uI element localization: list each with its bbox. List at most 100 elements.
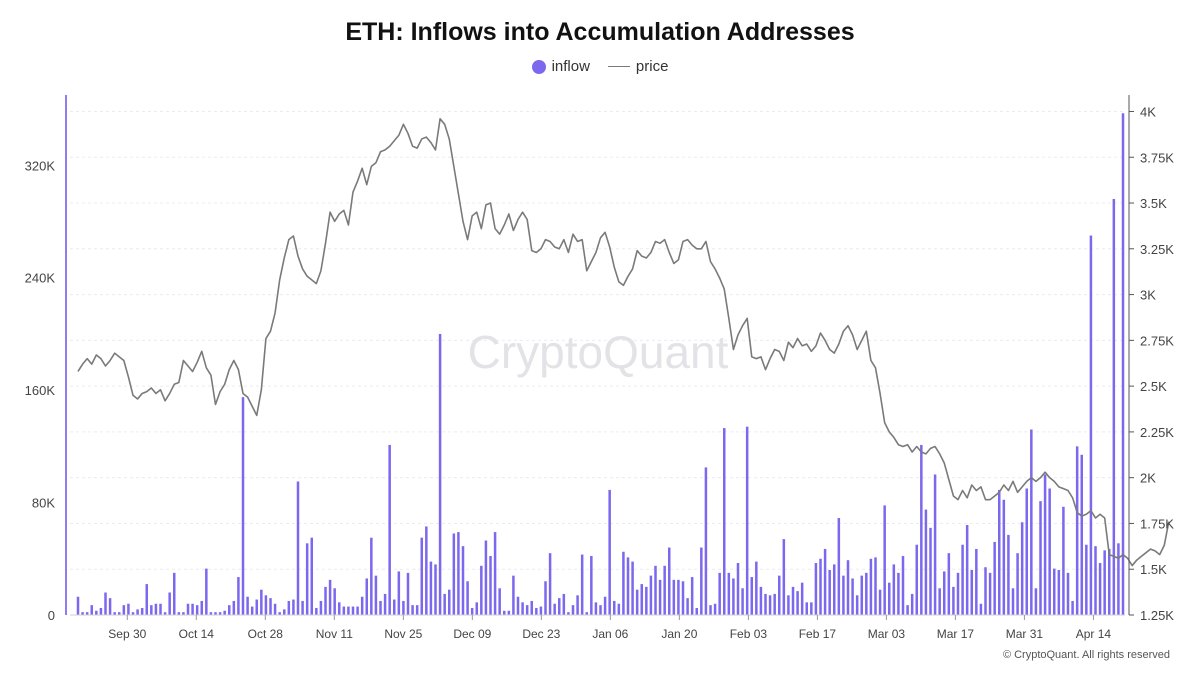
inflow-bar bbox=[608, 489, 611, 615]
inflow-bar bbox=[773, 593, 776, 615]
right-tick-label: 2K bbox=[1140, 471, 1156, 486]
inflow-bar bbox=[1089, 235, 1093, 616]
inflow-bar bbox=[535, 607, 538, 615]
x-tick-label: Oct 28 bbox=[248, 627, 284, 641]
inflow-bar bbox=[228, 605, 231, 615]
inflow-bar bbox=[851, 578, 854, 615]
inflow-bar bbox=[874, 557, 877, 615]
inflow-bar bbox=[163, 612, 167, 615]
inflow-bar bbox=[718, 572, 721, 615]
inflow-bar bbox=[828, 570, 831, 615]
inflow-bar bbox=[1108, 548, 1111, 615]
inflow-bar bbox=[351, 606, 355, 615]
legend-item-price[interactable]: price bbox=[607, 58, 668, 75]
inflow-bar bbox=[145, 584, 149, 615]
inflow-bar bbox=[814, 563, 818, 615]
inflow-bar bbox=[695, 607, 699, 615]
right-tick-label: 3.25K bbox=[1140, 242, 1174, 257]
inflow-bar bbox=[525, 605, 529, 615]
inflow-bar bbox=[732, 578, 735, 615]
inflow-bar bbox=[768, 595, 772, 615]
inflow-bar bbox=[173, 572, 176, 615]
right-tick-label: 2.75K bbox=[1140, 333, 1174, 348]
inflow-bar bbox=[1112, 199, 1116, 615]
inflow-bar bbox=[255, 599, 259, 615]
inflow-bar bbox=[800, 582, 804, 615]
x-tick-label: Sep 30 bbox=[108, 627, 146, 641]
inflow-bar bbox=[823, 548, 827, 615]
inflow-bar bbox=[406, 572, 410, 615]
inflow-bar bbox=[393, 599, 396, 615]
inflow-bar bbox=[681, 581, 685, 615]
inflow-bar bbox=[90, 605, 94, 615]
inflow-bar bbox=[943, 571, 946, 615]
inflow-bar bbox=[434, 564, 437, 615]
inflow-bar bbox=[782, 539, 786, 615]
inflow-bar bbox=[544, 581, 547, 615]
x-tick-label: Mar 31 bbox=[1006, 627, 1044, 641]
inflow-bar bbox=[553, 603, 556, 615]
inflow-bar bbox=[1062, 506, 1065, 615]
inflow-bar bbox=[287, 600, 291, 615]
inflow-bar bbox=[750, 577, 754, 615]
inflow-bar bbox=[530, 600, 534, 615]
inflow-bar bbox=[241, 397, 245, 615]
inflow-bar bbox=[223, 610, 226, 615]
inflow-bar bbox=[305, 543, 309, 615]
inflow-bar bbox=[140, 607, 144, 615]
inflow-bar bbox=[168, 592, 171, 615]
copyright-text: © CryptoQuant. All rights reserved bbox=[1002, 649, 1170, 661]
inflow-bar bbox=[333, 588, 336, 615]
inflow-bar bbox=[205, 568, 208, 615]
inflow-bar bbox=[127, 603, 130, 615]
left-tick-label: 240K bbox=[25, 271, 56, 286]
inflow-bar bbox=[860, 575, 864, 615]
right-tick-label: 2.5K bbox=[1140, 379, 1167, 394]
inflow-bar bbox=[1075, 446, 1079, 615]
inflow-bar bbox=[516, 596, 520, 615]
inflow-bar bbox=[296, 481, 300, 615]
right-tick-label: 2.25K bbox=[1140, 425, 1174, 440]
inflow-bar bbox=[81, 612, 84, 615]
inflow-bar bbox=[979, 603, 983, 615]
inflow-bar bbox=[278, 612, 281, 615]
inflow-bar bbox=[1030, 429, 1033, 615]
inflow-bar bbox=[558, 598, 561, 615]
inflow-bar bbox=[622, 551, 625, 615]
inflow-bar bbox=[855, 595, 859, 615]
inflow-bar bbox=[998, 489, 1001, 615]
inflow-bar bbox=[704, 467, 708, 615]
right-tick-label: 4K bbox=[1140, 104, 1156, 119]
inflow-bar bbox=[356, 606, 359, 615]
x-tick-label: Feb 03 bbox=[730, 627, 768, 641]
inflow-bar bbox=[663, 565, 666, 615]
inflow-bar bbox=[237, 577, 240, 615]
inflow-bar bbox=[686, 598, 689, 615]
inflow-bar bbox=[388, 444, 391, 615]
left-tick-label: 0 bbox=[48, 608, 55, 623]
inflow-bar bbox=[1066, 572, 1070, 615]
inflow-bar bbox=[470, 607, 474, 615]
inflow-bar bbox=[301, 600, 304, 615]
inflow-bar bbox=[475, 602, 479, 615]
inflow-bar bbox=[1094, 546, 1097, 615]
inflow-bar bbox=[970, 570, 974, 615]
inflow-bar bbox=[736, 563, 740, 615]
inflow-bar bbox=[420, 537, 424, 615]
inflow-bar bbox=[626, 557, 630, 615]
inflow-bar bbox=[1071, 600, 1074, 615]
inflow-bar bbox=[503, 610, 506, 615]
price-line bbox=[77, 118, 1170, 567]
inflow-bar bbox=[713, 603, 717, 615]
inflow-bar bbox=[723, 428, 726, 615]
inflow-bar bbox=[131, 612, 135, 615]
inflow-bar bbox=[888, 582, 891, 615]
legend-label-inflow: inflow bbox=[551, 58, 590, 75]
inflow-bar bbox=[383, 593, 387, 615]
inflow-bar bbox=[512, 575, 515, 615]
x-tick-label: Dec 09 bbox=[453, 627, 491, 641]
inflow-bar bbox=[910, 593, 914, 615]
x-tick-label: Nov 11 bbox=[316, 627, 353, 641]
legend-item-inflow[interactable]: inflow bbox=[531, 58, 590, 75]
